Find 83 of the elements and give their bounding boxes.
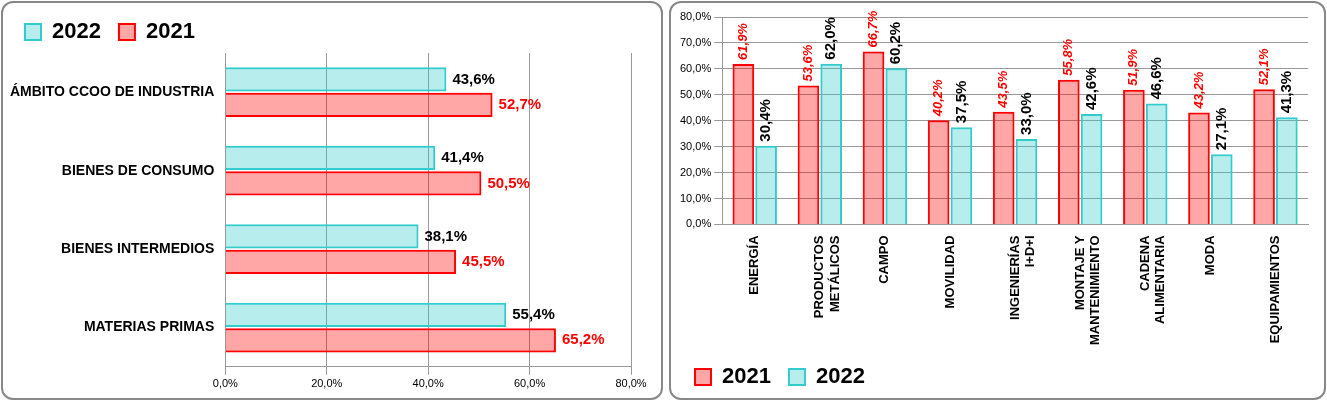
x-tick-label: MODA bbox=[1201, 234, 1217, 276]
bar bbox=[225, 67, 447, 92]
data-label: 55,8% bbox=[1060, 38, 1076, 76]
x-tick-label: ENERGÍA bbox=[746, 234, 762, 295]
x-tick-label: INGENIERÍAS I+D+I bbox=[1006, 235, 1038, 320]
y-tick-label: MATERIAS PRIMAS bbox=[83, 318, 215, 335]
bar bbox=[225, 302, 507, 327]
y-tick-label: 20,0% bbox=[679, 165, 712, 178]
data-label: 55,4% bbox=[512, 304, 555, 322]
data-label: 30,4% bbox=[756, 99, 774, 142]
data-label: 43,2% bbox=[1190, 71, 1206, 110]
data-label: 52,7% bbox=[498, 95, 542, 113]
bar bbox=[820, 63, 843, 224]
legend-label: 2022 bbox=[52, 18, 101, 44]
y-tick-label: 30,0% bbox=[679, 139, 712, 152]
y-tick-label: 80,0% bbox=[679, 10, 712, 23]
x-tick-label: 80,0% bbox=[615, 377, 647, 390]
y-tick-label: 50,0% bbox=[679, 87, 712, 100]
x-tick-label: EQUIPAMIENTOS bbox=[1267, 235, 1283, 344]
data-label: 51,9% bbox=[1125, 48, 1141, 86]
y-tick-label: 40,0% bbox=[679, 113, 712, 126]
x-tick-label: CAMPO bbox=[876, 235, 892, 284]
bar bbox=[755, 145, 777, 224]
bar bbox=[1080, 113, 1103, 224]
bar bbox=[225, 92, 493, 118]
data-label: 65,2% bbox=[561, 330, 605, 348]
data-label: 43,5% bbox=[995, 70, 1011, 109]
data-label: 42,6% bbox=[1081, 67, 1099, 110]
x-tick-label: MOVILIDAD bbox=[941, 235, 957, 309]
data-label: 38,1% bbox=[424, 226, 468, 244]
y-tick-label: BIENES DE CONSUMO bbox=[61, 161, 215, 178]
bar bbox=[927, 120, 950, 224]
data-label: 40,2% bbox=[930, 78, 946, 118]
bar bbox=[862, 51, 885, 224]
bar bbox=[1210, 154, 1233, 224]
bar bbox=[1057, 79, 1080, 224]
bar bbox=[950, 127, 973, 224]
bar bbox=[225, 224, 419, 249]
data-label: 27,1% bbox=[1211, 107, 1229, 151]
y-tick-label: ÁMBITO CCOO DE INDUSTRIA bbox=[9, 83, 215, 100]
data-label: 60,2% bbox=[886, 21, 904, 65]
x-tick-label: MONTAJE Y MANTENIMIENTO bbox=[1071, 235, 1103, 346]
legend-label: 2022 bbox=[815, 363, 865, 389]
x-tick-label: PRODUCTOS METÁLICOS bbox=[811, 235, 842, 319]
bar bbox=[1253, 89, 1275, 224]
bar bbox=[1188, 112, 1210, 224]
data-label: 33,0% bbox=[1016, 92, 1034, 135]
x-tick-label: CADENA ALIMENTARIA bbox=[1136, 234, 1168, 325]
bar bbox=[732, 63, 755, 224]
bar bbox=[1276, 117, 1298, 224]
data-label: 61,9% bbox=[734, 22, 750, 60]
y-tick-label: 10,0% bbox=[679, 191, 712, 204]
y-tick-label: 0,0% bbox=[686, 217, 712, 230]
data-label: 50,5% bbox=[487, 173, 530, 191]
bar bbox=[797, 85, 820, 224]
data-label: 62,0% bbox=[821, 17, 839, 60]
data-label: 45,5% bbox=[462, 252, 505, 270]
data-label: 43,6% bbox=[452, 69, 495, 87]
legend-label: 2021 bbox=[145, 18, 195, 44]
y-tick-label: 60,0% bbox=[679, 61, 712, 74]
x-tick-label: 40,0% bbox=[412, 377, 444, 390]
data-label: 37,5% bbox=[951, 80, 969, 124]
bar bbox=[225, 249, 457, 274]
data-label: 66,7% bbox=[865, 10, 881, 48]
data-label: 52,1% bbox=[1255, 48, 1271, 86]
bar bbox=[1123, 89, 1145, 224]
data-label: 41,4% bbox=[441, 148, 484, 166]
x-tick-label: 0,0% bbox=[212, 377, 239, 390]
bar bbox=[1015, 138, 1038, 224]
bar bbox=[885, 68, 908, 224]
y-tick-label: 70,0% bbox=[679, 35, 712, 48]
y-tick-label: BIENES INTERMEDIOS bbox=[61, 239, 215, 256]
data-label: 53,6% bbox=[800, 44, 816, 82]
data-label: 41,3% bbox=[1276, 70, 1294, 114]
x-tick-label: 60,0% bbox=[513, 377, 546, 390]
legend-label: 2021 bbox=[722, 363, 771, 389]
bar bbox=[992, 111, 1015, 224]
bar bbox=[225, 145, 436, 171]
x-tick-label: 20,0% bbox=[311, 377, 343, 390]
bar bbox=[225, 171, 482, 196]
data-label: 46,6% bbox=[1146, 57, 1164, 100]
bar bbox=[1145, 103, 1168, 224]
bar bbox=[225, 328, 556, 353]
